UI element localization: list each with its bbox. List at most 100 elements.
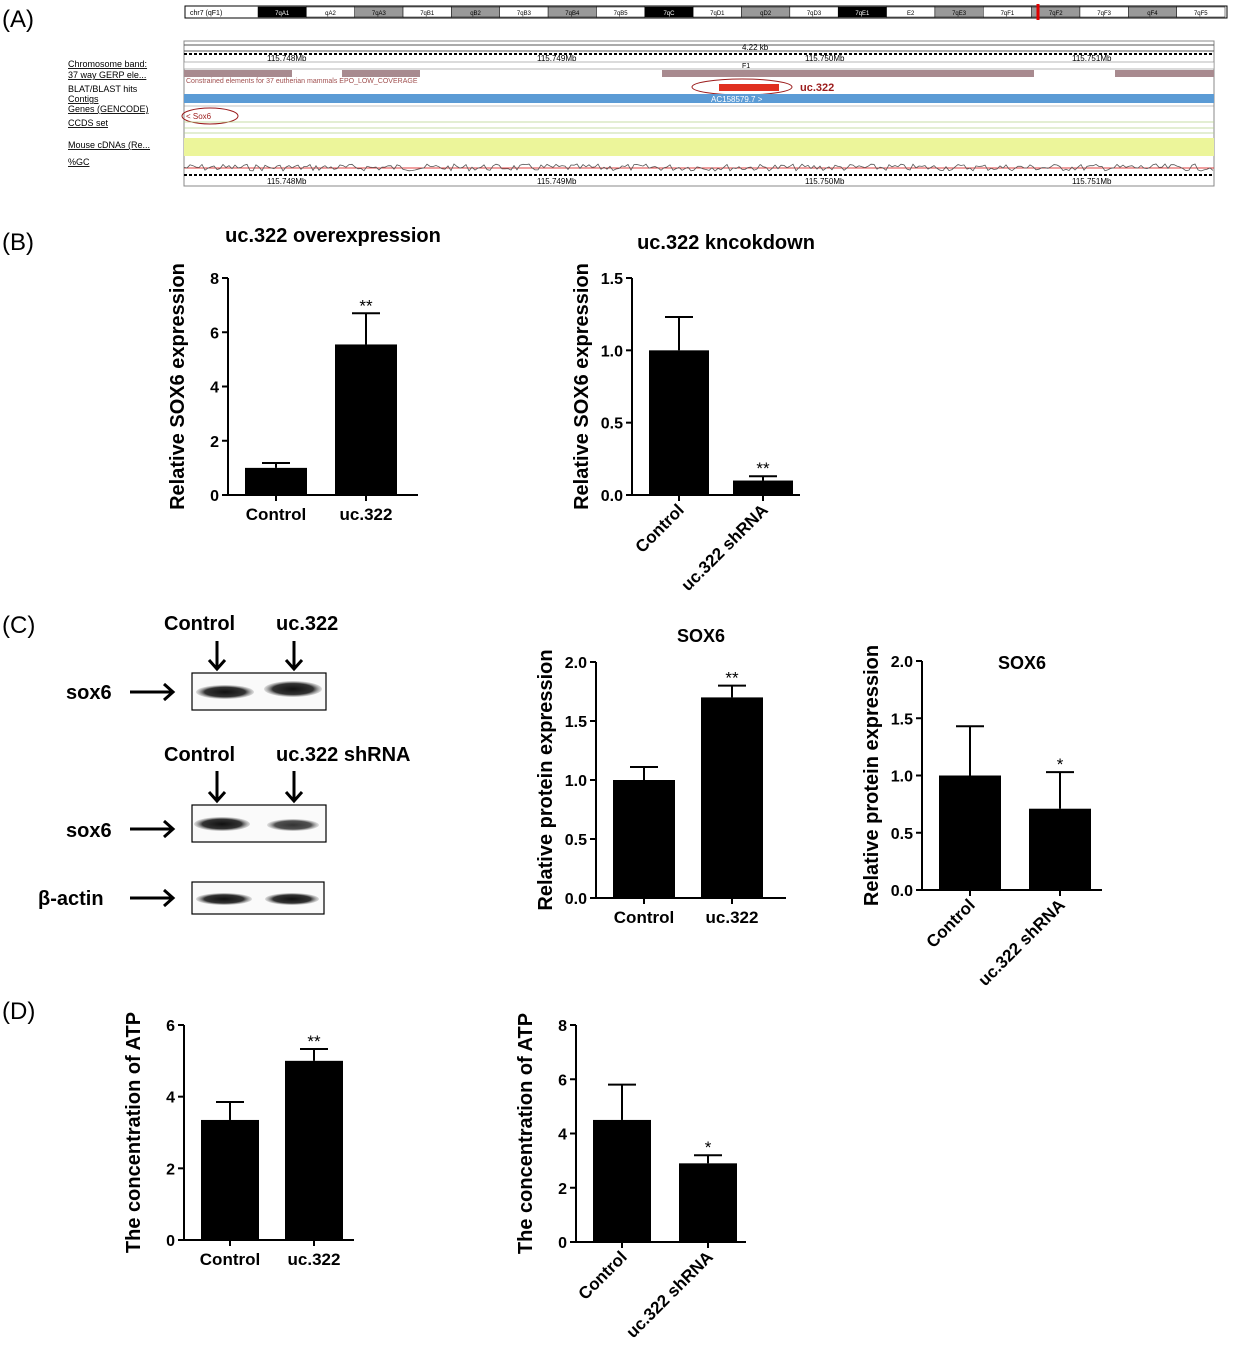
y-tick-label: 4 [210, 380, 219, 397]
coord-top-1: 115.748Mb [267, 54, 307, 63]
significance-marker: * [705, 1138, 712, 1157]
chart-protein-knockdown: SOX6 Relative protein expression 0.0 0.5 1.0… [861, 645, 1102, 990]
ideogram-band-label: 7qC [663, 11, 675, 17]
y-tick-label: 6 [558, 1072, 567, 1089]
x-category-label: uc.322 [288, 1250, 341, 1269]
chart-atp-overexpression: The concentration of ATP 0 2 4 6 Control ** uc.… [123, 1012, 354, 1269]
blot-band [194, 817, 250, 831]
y-tick-label: 0.5 [891, 826, 913, 843]
track-label-blat: BLAT/BLAST hits [68, 84, 138, 94]
track-label-contigs: Contigs [68, 94, 99, 104]
x-category-label: Control [632, 500, 688, 556]
ideogram-band-label: 7qB4 [565, 11, 580, 17]
y-tick-label: 4 [166, 1090, 175, 1107]
track-label-gc: %GC [68, 157, 90, 167]
x-category-label: uc.322 shRNA [678, 500, 772, 594]
y-tick-label: 0.5 [565, 832, 587, 849]
cdna-track [184, 138, 1214, 156]
y-tick-label: 6 [210, 325, 219, 342]
y-tick-label: 0 [166, 1233, 175, 1250]
chart-title: SOX6 [677, 626, 725, 646]
x-category-label: uc.322 shRNA [623, 1247, 717, 1341]
coord-bottom-4: 115.751Mb [1072, 177, 1112, 186]
bar-control [939, 775, 1001, 890]
y-tick-label: 1.5 [565, 714, 587, 731]
x-category-label: Control [246, 505, 306, 524]
arrow-icon [284, 771, 304, 804]
sox6-circle [181, 107, 239, 125]
x-category-label: Control [200, 1250, 260, 1269]
bar-control [649, 350, 709, 495]
track-label-cdnas: Mouse cDNAs (Re... [68, 140, 150, 150]
chart-protein-overexpression: SOX6 Relative protein expression 0.0 0.5 1.0… [535, 626, 786, 927]
scale-label: 4.22 kb [742, 43, 769, 52]
gerp-element [184, 70, 292, 77]
blot-row-label-sox6-1: sox6 [66, 682, 112, 704]
arrow-right-icon [130, 682, 176, 702]
ideogram-band-label: 7qA1 [275, 11, 290, 17]
chart-sox6-knockdown: uc.322 kncokdown Relative SOX6 expression… [571, 232, 815, 595]
arrow-icon [284, 641, 304, 672]
x-category-label: Control [923, 895, 979, 951]
western-blot: Control uc.322 sox6 Control uc.322 shRNA… [38, 613, 411, 915]
significance-marker: ** [756, 459, 770, 478]
sox6-gene-label: < Sox6 [186, 112, 212, 121]
ideogram-band-label: 7qF2 [1049, 11, 1063, 17]
contig-bar [184, 94, 1214, 103]
ideogram-band-label: E2 [907, 11, 915, 17]
ideogram-band-label: qF4 [1147, 11, 1158, 17]
ideogram-band-label: qB2 [470, 11, 481, 17]
ideogram-bands: 7qA1 qA2 7qA3 7qB1 qB2 7qB3 7qB4 7qB5 7qC 7qD1 qD2… [257, 6, 1226, 18]
y-tick-label: 2.0 [565, 655, 587, 672]
y-tick-label: 0.5 [601, 416, 623, 433]
y-tick-label: 0 [558, 1235, 567, 1252]
bar-uc-322-shrna [733, 480, 793, 495]
bar-control [613, 780, 675, 898]
blat-label: uc.322 [800, 82, 834, 94]
y-axis-label: Relative protein expression [535, 649, 557, 910]
coord-top-4: 115.751Mb [1072, 54, 1112, 63]
ideogram-band-label: 7qD3 [807, 11, 822, 17]
ideogram-band-label: 7qB5 [614, 11, 629, 17]
significance-marker: ** [307, 1032, 321, 1051]
blot-band [267, 819, 319, 831]
y-tick-label: 1.5 [891, 711, 913, 728]
ideogram-band-label: 7qB1 [420, 11, 435, 17]
significance-marker: * [1057, 755, 1064, 774]
blot-row-label-sox6-2: sox6 [66, 820, 112, 842]
bar-uc-322-shrna [1029, 808, 1091, 890]
track-label-genes: Genes (GENCODE) [68, 104, 149, 114]
y-tick-label: 1.0 [601, 343, 623, 360]
chart-sox6-overexpression: uc.322 overexpression Relative SOX6 expre… [167, 225, 441, 524]
ideogram-band-label: 7qB3 [517, 11, 532, 17]
gerp-element [1115, 70, 1214, 77]
track-label-chromosome: Chromosome band: [68, 59, 147, 69]
y-axis-label: Relative protein expression [861, 645, 883, 906]
blot-lane-control-mid: Control [164, 744, 235, 766]
bar-uc-322 [335, 344, 397, 495]
coord-bottom-2: 115.749Mb [537, 177, 577, 186]
blot-band [265, 893, 319, 905]
ideogram-band [1176, 6, 1226, 18]
x-category-label: Control [575, 1247, 631, 1303]
y-tick-label: 2 [166, 1161, 175, 1178]
panel-label-b: (B) [2, 229, 34, 256]
x-category-label: Control [614, 908, 674, 927]
x-category-label: uc.322 [340, 505, 393, 524]
ideogram-band-label: 7qD1 [710, 11, 725, 17]
y-tick-label: 1.0 [891, 769, 913, 786]
arrow-icon [207, 641, 227, 672]
coord-bottom-1: 115.748Mb [267, 177, 307, 186]
blat-hit [719, 84, 779, 91]
coord-bottom-3: 115.750Mb [805, 177, 845, 186]
chart-title: uc.322 overexpression [225, 225, 441, 247]
gerp-element [342, 70, 420, 77]
ideogram-band-label: 7qF5 [1194, 11, 1208, 17]
arrow-right-icon [130, 888, 176, 908]
blot-band [264, 681, 322, 697]
bar-control [245, 467, 307, 495]
y-tick-label: 2.0 [891, 654, 913, 671]
blot-lane-uc322-top: uc.322 [276, 613, 338, 635]
y-tick-label: 6 [166, 1018, 175, 1035]
y-tick-label: 4 [558, 1127, 567, 1144]
